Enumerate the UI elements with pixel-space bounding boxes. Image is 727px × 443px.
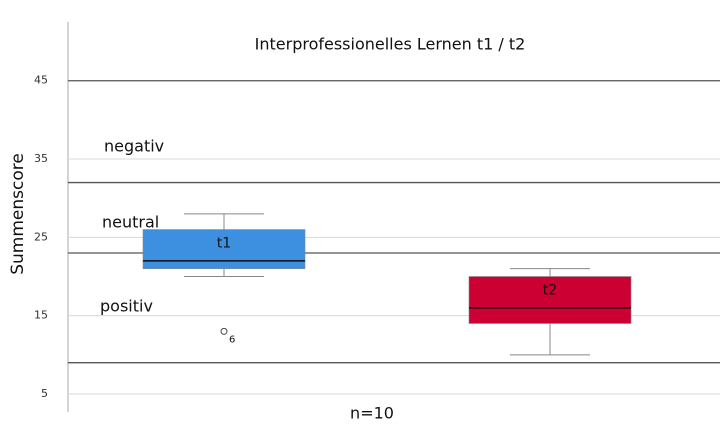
y-tick-label: 15 <box>34 309 48 322</box>
box <box>468 276 632 324</box>
y-tick-label: 45 <box>34 74 48 87</box>
region-label: negativ <box>104 137 164 156</box>
region-label: positiv <box>100 297 153 316</box>
y-tick-label: 25 <box>34 230 48 243</box>
y-axis-label: Summenscore <box>8 153 28 275</box>
outlier-label: 6 <box>229 334 235 345</box>
outlier <box>220 327 228 335</box>
box <box>142 229 306 269</box>
chart-title: Interprofessionelles Lernen t1 / t2 <box>255 35 526 54</box>
y-tick-label: 5 <box>41 387 48 400</box>
x-axis-label: n=10 <box>350 404 394 423</box>
region-label: neutral <box>102 213 159 232</box>
y-tick-label: 35 <box>34 152 48 165</box>
box-label: t2 <box>543 283 557 299</box>
box-label: t1 <box>217 236 231 252</box>
